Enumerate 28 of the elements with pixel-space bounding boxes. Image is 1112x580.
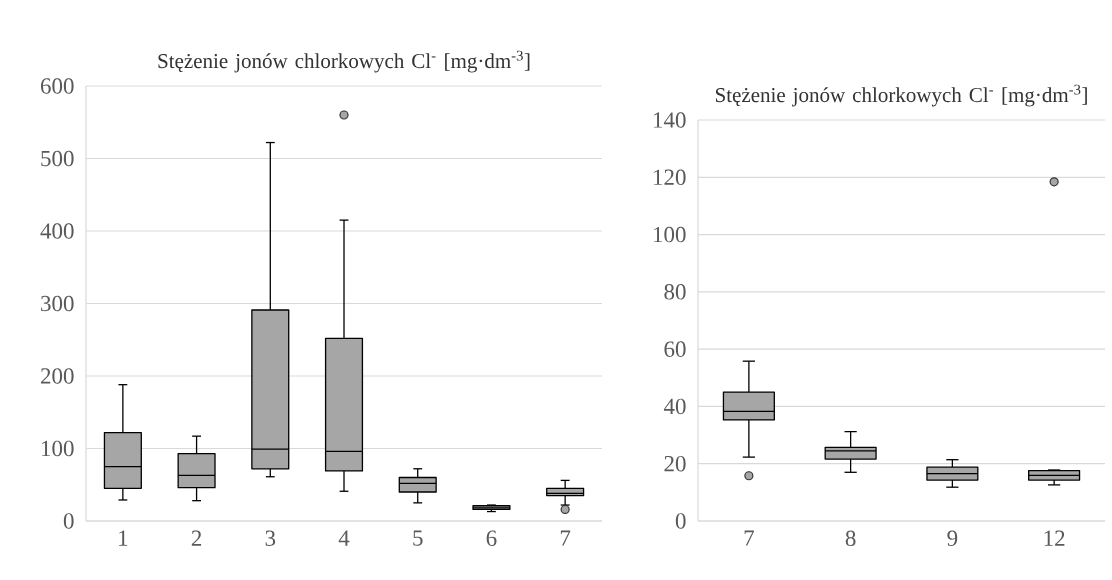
x-tick-label: 12 (1044, 530, 1065, 546)
x-tick-label: 2 (191, 530, 202, 546)
y-tick-label: 80 (664, 284, 686, 300)
y-tick-label: 20 (664, 455, 686, 472)
x-tick-label: 7 (744, 530, 754, 546)
x-tick-label: 5 (413, 530, 423, 546)
y-tick-label: 0 (675, 513, 686, 529)
y-tick-label: 60 (664, 341, 686, 357)
y-tick-label: 300 (41, 295, 74, 312)
y-tick-label: 100 (653, 226, 686, 243)
y-tick-label: 140 (653, 112, 686, 128)
x-tick-label: 3 (265, 530, 276, 546)
y-tick-label: 200 (40, 368, 74, 384)
y-tick-label: 120 (653, 169, 686, 186)
x-tick-label: 8 (845, 530, 856, 547)
chart-title: Stężenie jonów chlorkowych Cl$^{-}$ [mg·dm$^{-3}$] (715, 84, 1087, 107)
y-tick-label: 100 (42, 440, 74, 457)
x-tick-label: 1 (119, 530, 128, 546)
y-tick-label: 0 (63, 513, 74, 529)
x-tick-label: 7 (560, 530, 571, 546)
y-tick-label: 40 (663, 398, 686, 415)
x-tick-label: 4 (338, 530, 350, 546)
y-tick-label: 500 (41, 150, 74, 167)
y-tick-label: 400 (40, 223, 74, 239)
chart-title: Stężenie jonów chlorkowych Cl$^{-}$ [mg·dm$^{-3}$] (158, 50, 530, 73)
x-tick-label: 9 (947, 530, 958, 546)
y-tick-label: 600 (40, 78, 74, 94)
x-tick-label: 6 (486, 530, 497, 546)
